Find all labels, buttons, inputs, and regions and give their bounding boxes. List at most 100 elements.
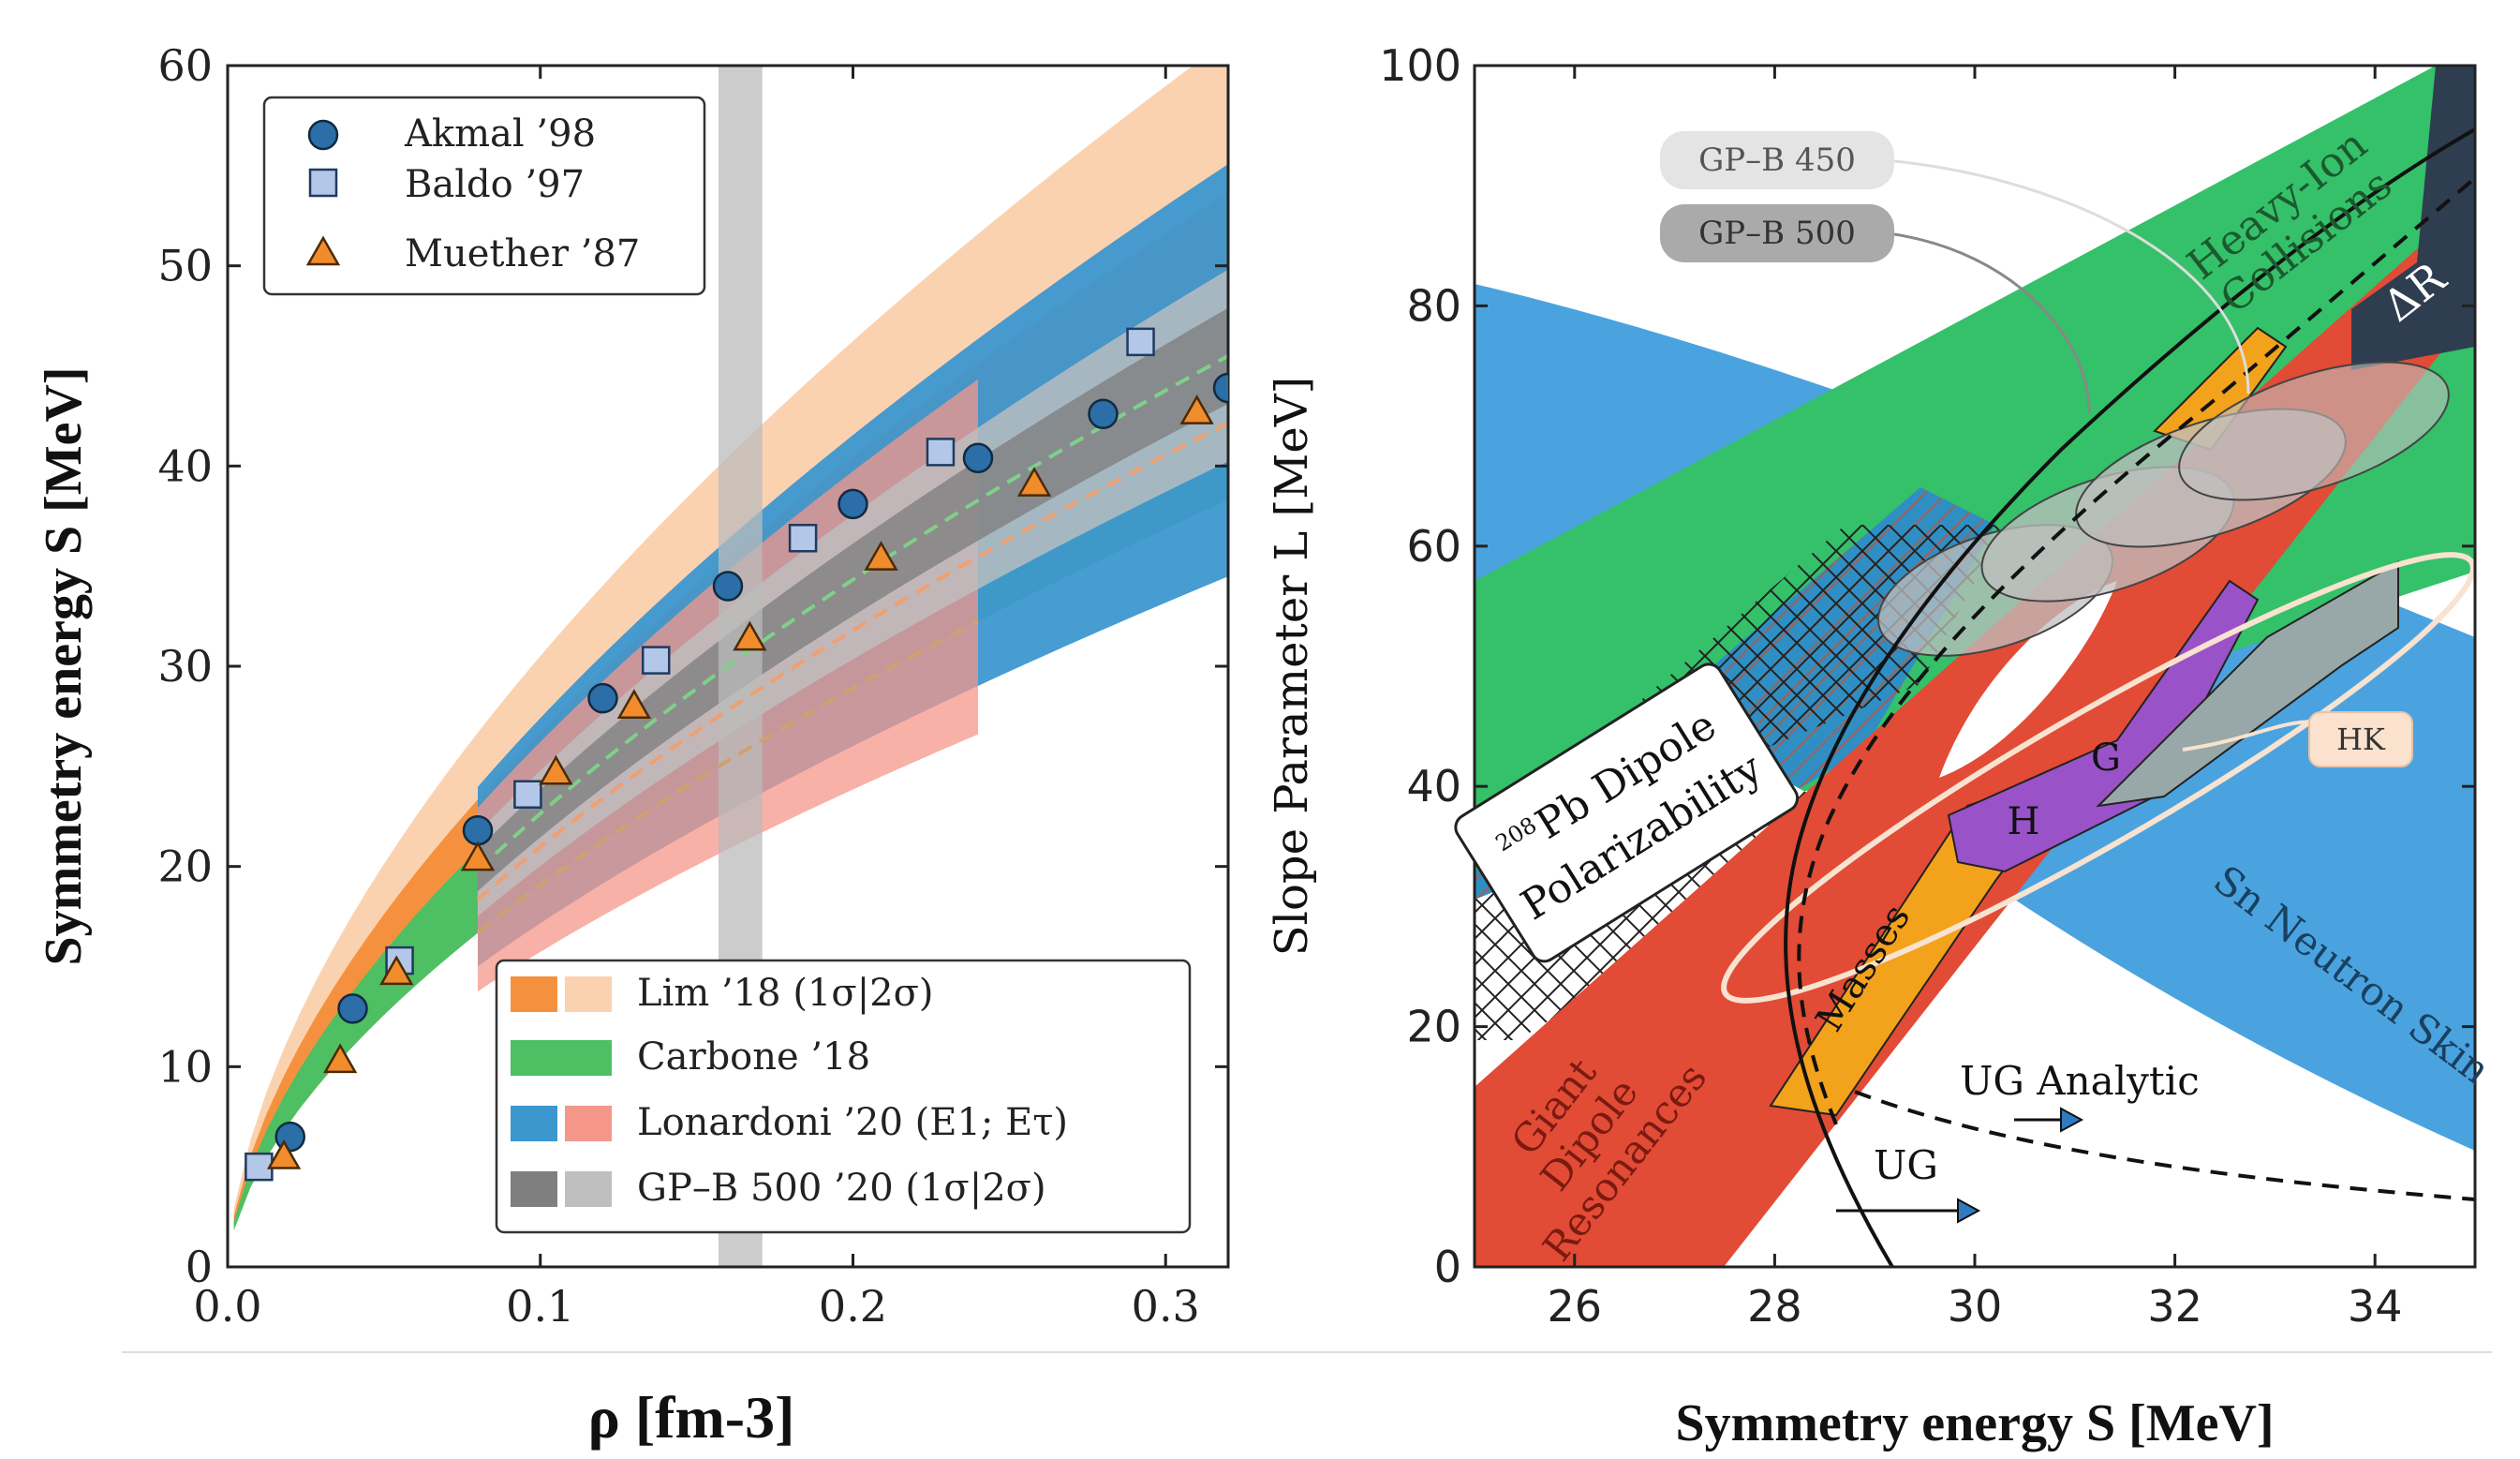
gpb450-label: GP–B 450 bbox=[1698, 141, 1856, 179]
left-ytick-label: 40 bbox=[157, 440, 213, 491]
left-ytick-label: 30 bbox=[157, 641, 213, 692]
legend-baldo: Baldo ’97 bbox=[405, 163, 585, 206]
legend-gpb: GP–B 500 ’20 (1σ|2σ) bbox=[637, 1167, 1046, 1210]
legend-top-box bbox=[262, 96, 706, 296]
right-xtick-label: 28 bbox=[1747, 1281, 1802, 1332]
legend-swatch-lim-2s bbox=[565, 976, 612, 1012]
baldo-point bbox=[1126, 327, 1155, 357]
akmal-point bbox=[1212, 372, 1228, 404]
right-xtick-label: 30 bbox=[1948, 1281, 2003, 1332]
muether-point bbox=[266, 1139, 302, 1169]
legend-bottom-box bbox=[495, 959, 1192, 1234]
left-xtick-label: 0.2 bbox=[819, 1281, 887, 1332]
legend-swatch-lonardoni-etau bbox=[565, 1106, 612, 1141]
baldo-point bbox=[513, 780, 542, 809]
legend-carbone: Carbone ’18 bbox=[637, 1035, 870, 1079]
muether-point bbox=[379, 955, 414, 986]
akmal-point bbox=[962, 442, 994, 474]
legend-circle-marker bbox=[307, 119, 339, 151]
legend-swatch-lonardoni-e1 bbox=[511, 1106, 557, 1141]
right-ticks: 0 20 40 60 80 100 26 28 30 32 34 bbox=[1379, 40, 2475, 1332]
akmal-point bbox=[587, 682, 618, 714]
right-xtick-label: 34 bbox=[2348, 1281, 2403, 1332]
akmal-point bbox=[337, 993, 368, 1024]
left-ytick-label: 0 bbox=[185, 1242, 213, 1292]
ug-analytic-arrow-icon bbox=[2060, 1107, 2084, 1133]
left-ytick-label: 20 bbox=[157, 841, 213, 892]
legend-top: Akmal ’98 Baldo ’97 Muether ’87 bbox=[262, 96, 706, 296]
right-chart: 0 20 40 60 80 100 26 28 30 32 34 GP–B 450 GP–B 500… bbox=[1266, 40, 2498, 1452]
right-ytick-label: 0 bbox=[1434, 1242, 1461, 1292]
legend-swatch-gpb-2s bbox=[565, 1171, 612, 1207]
legend-swatch-carbone bbox=[511, 1040, 612, 1076]
left-xlabel: ρ [fm-3] bbox=[588, 1384, 795, 1451]
hk-leader bbox=[2182, 720, 2315, 752]
left-chart: 0 10 20 30 40 50 60 0.0 0.1 0.2 0.3 Akmal ’98 Bald… bbox=[35, 40, 1230, 1451]
left-xtick-label: 0.0 bbox=[193, 1281, 261, 1332]
ug-label: UG bbox=[1874, 1142, 1938, 1188]
left-ylabel: Symmetry energy S [MeV] bbox=[35, 366, 93, 965]
right-ytick-label: 100 bbox=[1379, 40, 1461, 91]
gpb500-pill bbox=[1660, 204, 1894, 262]
right-ytick-label: 40 bbox=[1406, 761, 1461, 811]
muether-point bbox=[616, 689, 652, 719]
left-xtick-label: 0.1 bbox=[506, 1281, 574, 1332]
legend-swatch-gpb-1s bbox=[511, 1171, 557, 1207]
right-ytick-label: 60 bbox=[1406, 521, 1461, 572]
gpb450-leader bbox=[1893, 159, 2250, 395]
akmal-point bbox=[838, 488, 868, 520]
gpb500-leader bbox=[1893, 232, 2091, 413]
left-markers bbox=[245, 327, 1228, 1182]
right-xlabel: Symmetry energy S [MeV] bbox=[1675, 1394, 2274, 1452]
right-xtick-label: 26 bbox=[1548, 1281, 1603, 1332]
lonardoni-lower-line bbox=[476, 619, 979, 935]
legend-bottom: Lim ’18 (1σ|2σ) Carbone ’18 Lonardoni ’2… bbox=[495, 959, 1192, 1234]
muether-point bbox=[539, 754, 573, 785]
white-inner bbox=[1939, 581, 2117, 778]
left-ticks: 0 10 20 30 40 50 60 0.0 0.1 0.2 0.3 bbox=[157, 40, 1228, 1332]
ug-analytic-label: UG Analytic bbox=[1960, 1058, 2200, 1104]
delta-r-region bbox=[2351, 66, 2475, 370]
ug-analytic-curve bbox=[1797, 176, 2475, 1125]
muether-point bbox=[460, 841, 496, 871]
ug-analytic-tail bbox=[1854, 1090, 2475, 1201]
gpb450-pill bbox=[1660, 131, 1894, 189]
hk-ellipse bbox=[1721, 552, 2475, 1004]
legend-akmal: Akmal ’98 bbox=[404, 112, 596, 156]
baldo-point bbox=[926, 438, 956, 467]
muether-point bbox=[322, 1043, 358, 1074]
akmal-point bbox=[1088, 398, 1119, 430]
gpb-1sigma-band bbox=[478, 307, 1228, 892]
muether-point bbox=[1016, 467, 1052, 497]
legend-swatch-lim-1s bbox=[511, 976, 557, 1012]
akmal-point bbox=[462, 814, 494, 846]
legend-lim: Lim ’18 (1σ|2σ) bbox=[637, 972, 934, 1015]
akmal-point bbox=[712, 571, 744, 602]
pb-box bbox=[1454, 663, 1800, 963]
gpb-ellipses bbox=[1876, 361, 2450, 657]
baldo-point bbox=[788, 524, 818, 553]
left-ytick-label: 10 bbox=[157, 1041, 213, 1092]
h-label: H bbox=[2008, 800, 2040, 843]
gpb500-label: GP–B 500 bbox=[1698, 215, 1856, 252]
right-xtick-label: 32 bbox=[2147, 1281, 2202, 1332]
ug-arrow-icon bbox=[1957, 1198, 1981, 1224]
legend-square-marker bbox=[308, 168, 338, 198]
baldo-point bbox=[641, 646, 671, 675]
legend-triangle-marker bbox=[305, 235, 341, 266]
baldo-point bbox=[245, 1152, 274, 1182]
muether-point bbox=[733, 620, 767, 651]
muether-point bbox=[864, 541, 898, 571]
lonardoni-median-line bbox=[476, 421, 1228, 901]
legend-lonardoni: Lonardoni ’20 (E1; Eτ) bbox=[637, 1101, 1068, 1144]
right-ytick-label: 20 bbox=[1406, 1002, 1461, 1052]
hk-label: HK bbox=[2336, 722, 2386, 757]
legend-muether: Muether ’87 bbox=[405, 232, 640, 275]
g-label: G bbox=[2091, 737, 2121, 780]
left-xtick-label: 0.3 bbox=[1132, 1281, 1200, 1332]
g-region bbox=[2096, 560, 2399, 808]
hk-pill bbox=[2308, 711, 2413, 767]
right-ylabel: Slope Parameter L [MeV] bbox=[1266, 377, 1318, 956]
right-ytick-label: 80 bbox=[1406, 280, 1461, 331]
